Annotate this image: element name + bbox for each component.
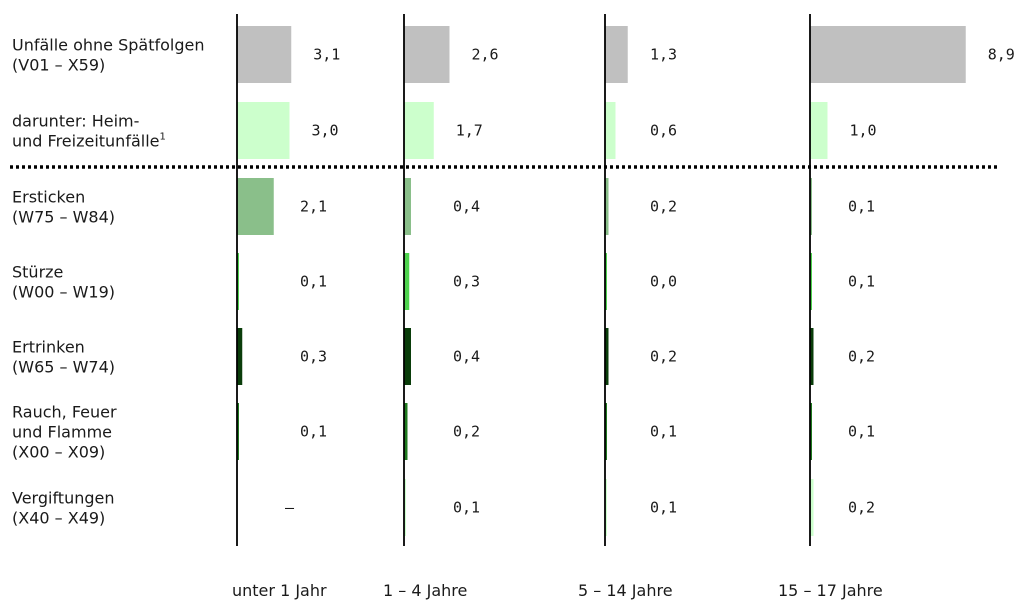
data-label: 3,1 (313, 46, 340, 64)
bar (810, 403, 812, 460)
data-label: 0,2 (453, 423, 480, 441)
row-label: darunter: Heim- (12, 112, 139, 131)
data-label: 0,1 (848, 273, 875, 291)
data-label: 0,4 (453, 198, 480, 216)
data-label: 2,1 (300, 198, 327, 216)
bar (605, 253, 607, 310)
data-label: 1,7 (456, 122, 483, 140)
row-label: und Freizeitunfälle1 (12, 132, 166, 151)
row-label: Unfälle ohne Spätfolgen (12, 36, 205, 55)
bar (810, 178, 812, 235)
bar (605, 479, 607, 536)
data-label: 0,1 (848, 198, 875, 216)
data-label: 0,1 (453, 499, 480, 517)
data-label: 0,2 (650, 198, 677, 216)
group-label: unter 1 Jahr (232, 581, 327, 600)
data-label: 0,3 (453, 273, 480, 291)
row-label: und Flamme (12, 423, 112, 442)
data-label: 0,1 (300, 423, 327, 441)
bar (404, 26, 450, 83)
data-label: 0,4 (453, 348, 480, 366)
row-label: Rauch, Feuer (12, 403, 117, 422)
data-label: 0,2 (650, 348, 677, 366)
data-label: 0,1 (650, 499, 677, 517)
bar (605, 178, 609, 235)
data-label: 0,3 (300, 348, 327, 366)
data-label: 2,6 (472, 46, 499, 64)
data-label: 0,1 (300, 273, 327, 291)
bar (605, 328, 609, 385)
row-label: (V01 – X59) (12, 56, 105, 75)
row-label: (X00 – X09) (12, 443, 105, 462)
data-label: – (285, 499, 295, 517)
bar (605, 403, 607, 460)
bar (237, 328, 243, 385)
bar (237, 253, 239, 310)
data-label: 0,2 (848, 348, 875, 366)
bar (810, 253, 812, 310)
bar (237, 26, 292, 83)
bar (605, 26, 628, 83)
bar (404, 403, 408, 460)
data-label: 0,1 (650, 423, 677, 441)
row-label: Ertrinken (12, 338, 85, 357)
data-label: 1,3 (650, 46, 677, 64)
bar (810, 328, 814, 385)
bar (810, 102, 828, 159)
data-label: 0,6 (650, 122, 677, 140)
group-label: 15 – 17 Jahre (778, 581, 883, 600)
row-label: Ersticken (12, 188, 85, 207)
group-label: 1 – 4 Jahre (383, 581, 467, 600)
bar (237, 178, 274, 235)
bar (404, 328, 411, 385)
data-label: 0,0 (650, 273, 677, 291)
data-label: 0,2 (848, 499, 875, 517)
bar (237, 403, 239, 460)
data-label: 1,0 (850, 122, 877, 140)
row-label: Stürze (12, 263, 63, 282)
row-label: (X40 – X49) (12, 509, 105, 528)
row-label: (W75 – W84) (12, 208, 115, 227)
bar (810, 26, 966, 83)
row-label: Vergiftungen (12, 489, 115, 508)
bar (404, 178, 411, 235)
data-label: 0,1 (848, 423, 875, 441)
row-label: (W00 – W19) (12, 283, 115, 302)
row-label: (W65 – W74) (12, 358, 115, 377)
group-label: 5 – 14 Jahre (578, 581, 673, 600)
bar (404, 253, 410, 310)
data-label: 8,9 (988, 46, 1015, 64)
data-label: 3,0 (312, 122, 339, 140)
bar (605, 102, 616, 159)
bar (404, 479, 406, 536)
bar (810, 479, 814, 536)
bar (404, 102, 434, 159)
bar (237, 102, 290, 159)
